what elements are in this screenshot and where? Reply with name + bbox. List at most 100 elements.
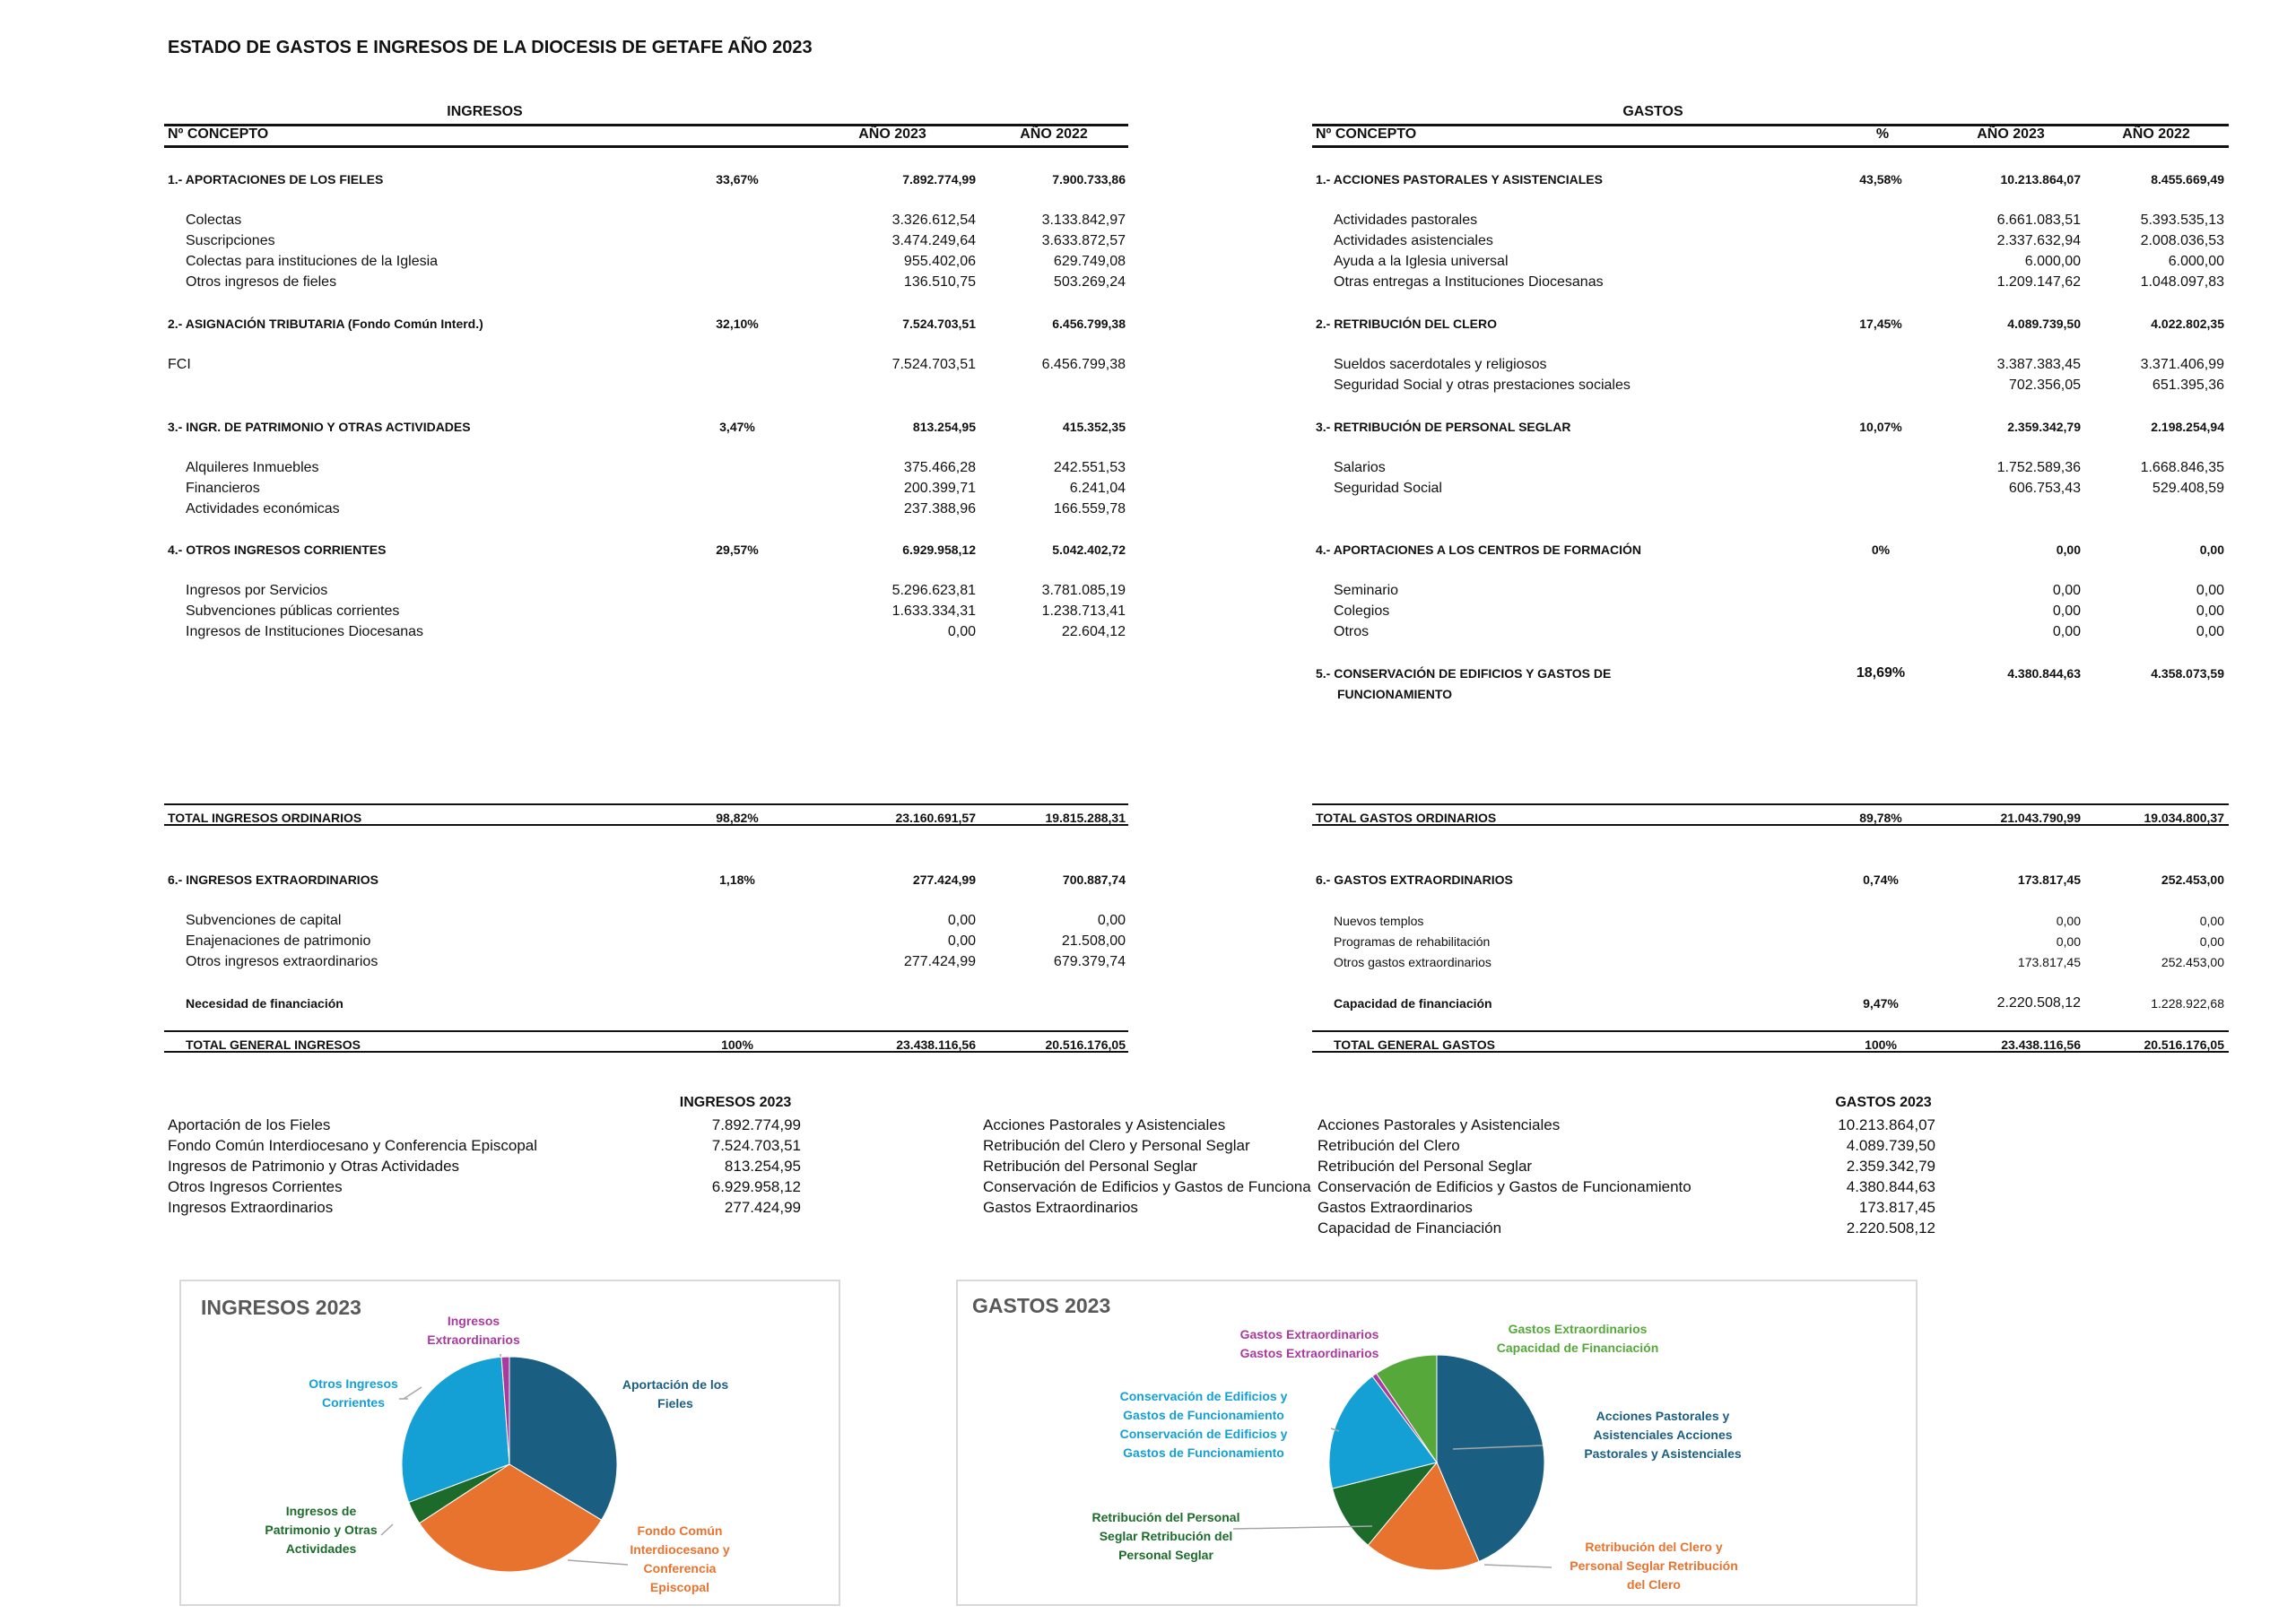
value-2023-cell: 7.524.703,51 [902,316,976,331]
value-2023-cell: 10.213.864,07 [2000,172,2081,187]
concept-cell: 2.- RETRIBUCIÓN DEL CLERO [1316,316,1497,331]
summary-label: Acciones Pastorales y Asistenciales [983,1116,1226,1133]
concept-cell: 4.- APORTACIONES A LOS CENTROS DE FORMAC… [1316,542,1641,558]
value-2022-cell: 20.516.176,05 [2144,1037,2224,1052]
value-2022-cell: 20.516.176,05 [1045,1037,1126,1052]
concept-cell: Subvenciones públicas corrientes [186,603,400,620]
pie-label-line: Acciones Pastorales y [1596,1409,1730,1423]
value-2023-cell: 6.661.083,51 [1996,212,2081,228]
pie-label: Retribución del Personal Seglar Retribuci… [1092,1508,1240,1565]
pie-label-line: Patrimonio y Otras [265,1523,378,1537]
value-2023-cell: 23.438.116,56 [2001,1037,2081,1052]
value-2022-cell: 0,00 [2196,583,2224,599]
summary-ingresos-header: INGRESOS 2023 [679,1095,792,1110]
value-2023-cell: 173.817,45 [2017,954,2081,969]
value-2023-cell: 200.399,71 [903,480,976,496]
concept-cell: Capacidad de financiación [1334,995,1492,1011]
pie-label-line: Personal Seglar [1118,1548,1213,1562]
value-2023-cell: 0,00 [947,624,976,640]
pct-cell: 3,47% [719,419,755,434]
pie-label-line: Retribución del Personal [1091,1510,1240,1524]
divider [1312,124,2229,126]
divider [1312,1029,2229,1032]
concept-cell: Colectas [186,212,242,228]
pct-cell: 17,45% [1859,316,1902,331]
pct-cell: 100% [721,1037,753,1052]
summary-value: 2.359.342,79 [1846,1158,1935,1175]
pct-cell: 33,67% [716,172,759,187]
divider [1312,803,2229,806]
concept-cell: Otros ingresos extraordinarios [186,953,378,969]
value-2022-cell: 252.453,00 [2161,954,2224,969]
pie-label-line: Gastos Extraordinarios [1239,1327,1379,1341]
pie-label: Retribución del Clero y Personal Seglar R… [1570,1538,1738,1594]
value-2022-cell: 0,00 [2199,542,2224,558]
summary-label: Retribución del Personal Seglar [983,1158,1198,1175]
value-2023-cell: 5.296.623,81 [891,583,976,599]
value-2022-cell: 21.508,00 [1061,933,1126,949]
summary-value: 7.892.774,99 [711,1116,801,1133]
value-2022-cell: 2.198.254,94 [2151,419,2224,434]
concept-cell: Subvenciones de capital [186,912,342,928]
summary-label: Conservación de Edificios y Gastos de Fu… [983,1178,1311,1195]
concept-cell: 2.- ASIGNACIÓN TRIBUTARIA (Fondo Común I… [168,316,483,331]
pie-label-line: Retribución del Clero y [1585,1540,1723,1554]
summary-label: Retribución del Clero y Personal Seglar [983,1137,1250,1154]
concept-cell: Programas de rehabilitación [1334,933,1491,949]
summary-label: Conservación de Edificios y Gastos de Fu… [1318,1178,1692,1195]
pct-cell: 98,82% [716,811,759,826]
pie-label-line: Asistenciales Acciones [1593,1428,1733,1442]
value-2023-cell: 0,00 [947,912,976,928]
pct-cell: 0,74% [1863,872,1899,887]
value-2022-cell: 1.048.097,83 [2140,273,2224,290]
summary-label: Fondo Común Interdiocesano y Conferencia… [168,1137,538,1154]
pie-label-line: Personal Seglar Retribución [1570,1558,1738,1573]
summary-label: Ingresos de Patrimonio y Otras Actividad… [168,1158,460,1175]
value-2022-cell: 252.453,00 [2161,872,2224,887]
pie-label: Aportación de los Fieles [622,1376,728,1413]
divider [164,1029,1128,1032]
pie-label: Conservación de Edificios y Gastos de Fun… [1120,1387,1288,1462]
concept-cell: TOTAL GENERAL INGRESOS [186,1037,361,1052]
pct-cell: 32,10% [716,316,759,331]
summary-label: Ingresos Extraordinarios [168,1199,334,1216]
value-2022-cell: 19.815.288,31 [1045,811,1126,826]
leader-line [403,1386,422,1400]
value-2022-cell: 0,00 [2196,603,2224,620]
pie-label-line: Conservación de Edificios y [1119,1427,1288,1441]
value-2022-cell: 7.900.733,86 [1052,172,1126,187]
summary-value: 173.817,45 [1858,1199,1935,1216]
col-header-2023: AÑO 2023 [1977,126,2045,142]
value-2023-cell: 955.402,06 [903,253,976,269]
concept-cell: Otros ingresos de fieles [186,273,337,290]
pie-slice-0-1 [418,1463,603,1573]
value-2022-cell: 8.455.669,49 [2151,172,2224,187]
value-2022-cell: 4.358.073,59 [2151,666,2224,681]
pie-label-line: Episcopal [649,1580,710,1594]
value-2023-cell: 4.089.739,50 [2007,316,2081,331]
concept-cell: Otras entregas a Instituciones Diocesana… [1334,273,1604,290]
divider [164,803,1128,806]
pie-label: Fondo Común Interdiocesano y Conferencia Ep… [630,1522,729,1597]
value-2022-cell: 5.042.402,72 [1052,542,1126,558]
value-2022-cell: 6.241,04 [1069,480,1126,496]
value-2022-cell: 1.228.922,68 [2151,995,2224,1011]
pie-label: Gastos Extraordinarios Capacidad de Finan… [1497,1320,1659,1358]
value-2022-cell: 679.379,74 [1053,953,1126,969]
value-2022-cell: 4.022.802,35 [2151,316,2224,331]
concept-cell: Colectas para instituciones de la Iglesi… [186,253,439,269]
concept-cell: Sueldos sacerdotales y religiosos [1334,356,1547,372]
pie-label-line: Interdiocesano y [630,1542,730,1557]
value-2023-cell: 6.000,00 [2024,253,2081,269]
pie-slice-1-2 [1331,1462,1439,1547]
pie-label-line: Corrientes [321,1395,386,1410]
value-2022-cell: 3.633.872,57 [1041,232,1126,248]
summary-value: 4.089.739,50 [1846,1137,1935,1154]
concept-cell: 5.- CONSERVACIÓN DE EDIFICIOS Y GASTOS D… [1316,666,1612,681]
value-2023-cell: 6.929.958,12 [902,542,976,558]
value-2023-cell: 136.510,75 [903,273,976,290]
pie-label-line: Gastos Extraordinarios [1508,1322,1648,1336]
value-2023-cell: 3.474.249,64 [891,232,976,248]
value-2022-cell: 3.371.406,99 [2140,356,2224,372]
leader-line [1330,1428,1340,1432]
